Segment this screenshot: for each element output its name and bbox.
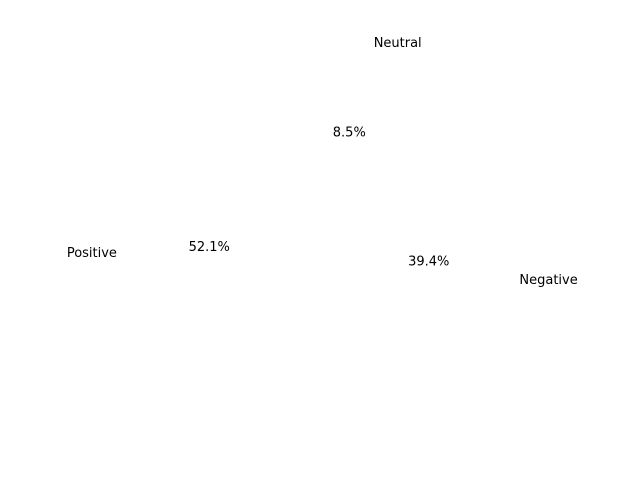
slice-label-neutral: Neutral [374,36,422,51]
pie-labels: Positive 52.1% Negative 39.4% Neutral 8.5% [67,36,578,288]
pie-slice-positive [134,55,345,425]
pie-slice-neutral [320,55,415,240]
pie-slices [134,55,505,425]
slice-label-negative: Negative [519,273,577,288]
slice-percent-negative: 39.4% [408,255,449,270]
pie-slice-negative [320,80,505,424]
slice-label-positive: Positive [67,246,117,261]
slice-percent-positive: 52.1% [189,240,230,255]
slice-percent-neutral: 8.5% [333,125,366,140]
